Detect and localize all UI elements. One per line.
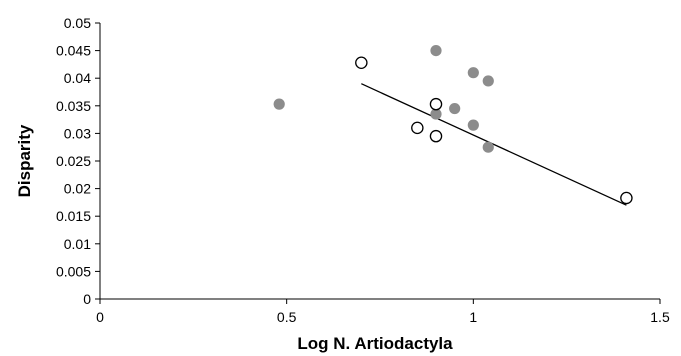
y-tick-label: 0.03 [64, 125, 91, 141]
filled-data-point [449, 102, 461, 115]
filled-data-point [430, 45, 442, 57]
filled-data-point [430, 108, 442, 120]
open-data-point [429, 129, 443, 143]
trend-line [361, 83, 627, 206]
open-data-point [411, 121, 424, 135]
x-tick-label: 1 [469, 309, 477, 325]
open-data-point [620, 191, 633, 205]
filled-data-point [467, 67, 479, 79]
filled-data-point [467, 119, 479, 131]
x-tick-label: 0.5 [277, 309, 297, 325]
y-tick-label: 0.045 [56, 43, 91, 59]
filled-data-point [273, 98, 285, 110]
filled-data-point [482, 141, 494, 153]
filled-data-point [482, 75, 494, 87]
y-tick-label: 0.02 [64, 181, 91, 197]
x-tick-label: 0 [96, 309, 104, 325]
y-tick-label: 0.01 [64, 236, 91, 252]
y-tick-label: 0.05 [64, 15, 91, 31]
y-tick-label: 0.005 [56, 263, 91, 279]
x-tick-label: 1.5 [650, 309, 670, 325]
x-axis-ticks: 0 0.5 1 1.5 [96, 299, 670, 325]
x-axis-label: Log N. Artiodactyla [297, 334, 453, 353]
data-points [273, 45, 633, 205]
y-tick-label: 0.035 [56, 98, 91, 114]
y-axis-label: Disparity [15, 124, 34, 197]
y-tick-label: 0.015 [56, 208, 91, 224]
y-tick-label: 0 [83, 291, 91, 307]
open-data-point [355, 56, 368, 69]
y-tick-label: 0.04 [64, 70, 91, 86]
y-axis-ticks: 0 0.005 0.01 0.015 0.02 0.025 0.03 0.035 0.04 0.0… [56, 15, 100, 307]
open-data-point [429, 97, 443, 111]
y-tick-label: 0.025 [56, 153, 91, 169]
